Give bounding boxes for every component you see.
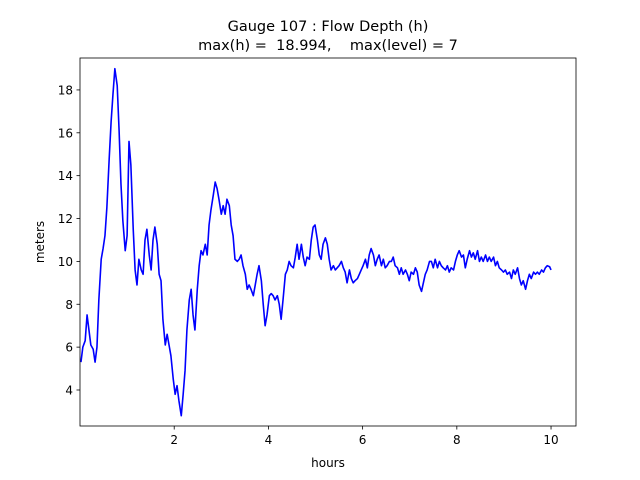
y-tick-label: 14 (58, 169, 73, 183)
x-axis-label: hours (311, 456, 345, 470)
chart-title: Gauge 107 : Flow Depth (h) (228, 19, 429, 35)
x-tick-label: 10 (543, 433, 558, 447)
x-tick-label: 4 (265, 433, 273, 447)
x-tick-label: 6 (359, 433, 367, 447)
y-tick-label: 18 (58, 83, 73, 97)
y-axis-label: meters (33, 221, 47, 263)
chart-subtitle: max(h) = 18.994, max(level) = 7 (198, 38, 458, 54)
y-tick-label: 10 (58, 255, 73, 269)
y-tick-label: 16 (58, 126, 73, 140)
y-tick-label: 12 (58, 212, 73, 226)
data-line (80, 67, 552, 417)
x-tick-label: 8 (453, 433, 461, 447)
y-tick-label: 6 (65, 341, 73, 355)
axes-frame (79, 57, 577, 427)
y-tick-label: 8 (65, 298, 73, 312)
y-tick-label: 4 (65, 383, 73, 397)
x-tick-label: 2 (170, 433, 178, 447)
